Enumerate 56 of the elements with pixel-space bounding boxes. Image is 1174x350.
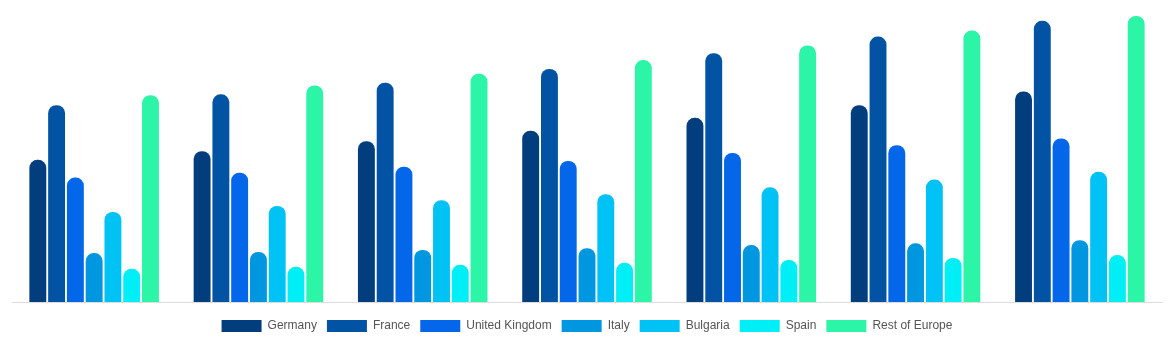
bar xyxy=(268,205,286,302)
bar xyxy=(686,117,704,302)
bar xyxy=(578,248,596,302)
bar xyxy=(597,194,615,302)
legend-label: France xyxy=(372,318,411,333)
bar xyxy=(850,105,868,302)
bar xyxy=(1052,138,1070,302)
bar xyxy=(104,211,122,302)
bar xyxy=(212,94,230,302)
bar xyxy=(925,179,943,302)
bar xyxy=(761,187,779,302)
legend-label: Germany xyxy=(267,318,317,333)
bar xyxy=(522,130,540,302)
bar xyxy=(705,53,723,302)
bar xyxy=(1015,91,1032,302)
bar xyxy=(559,161,577,302)
bar xyxy=(470,73,488,302)
bar xyxy=(944,257,962,302)
bar xyxy=(1108,255,1126,302)
legend-label: Spain xyxy=(785,318,817,333)
bar xyxy=(142,95,159,302)
bar xyxy=(433,200,450,302)
bar xyxy=(724,152,741,302)
bar xyxy=(1071,240,1089,302)
bar xyxy=(634,60,652,302)
legend-label: Bulgaria xyxy=(685,318,731,333)
bar xyxy=(907,243,925,302)
bar xyxy=(869,36,887,302)
bar xyxy=(249,251,267,302)
bar xyxy=(1033,20,1051,302)
bar xyxy=(963,30,981,302)
bar xyxy=(1127,16,1145,302)
bar xyxy=(888,145,906,302)
bar xyxy=(414,249,432,302)
bar xyxy=(616,262,633,302)
bar xyxy=(287,266,305,302)
bar xyxy=(85,253,103,302)
bar xyxy=(231,172,249,302)
bar xyxy=(1090,171,1108,302)
bar xyxy=(357,141,375,302)
bar xyxy=(451,264,469,302)
bar xyxy=(799,45,817,302)
bar xyxy=(780,259,798,302)
bar xyxy=(29,159,47,302)
bar xyxy=(742,245,760,302)
bar xyxy=(541,68,558,302)
bar xyxy=(306,85,324,302)
legend-label: United Kingdom xyxy=(466,318,552,333)
bar xyxy=(193,151,211,302)
bar xyxy=(395,166,413,302)
bar xyxy=(376,82,394,302)
bar xyxy=(123,268,141,302)
bar xyxy=(66,177,84,302)
legend-label: Rest of Europe xyxy=(872,318,953,333)
legend-label: Italy xyxy=(607,318,630,333)
bar xyxy=(48,105,66,302)
